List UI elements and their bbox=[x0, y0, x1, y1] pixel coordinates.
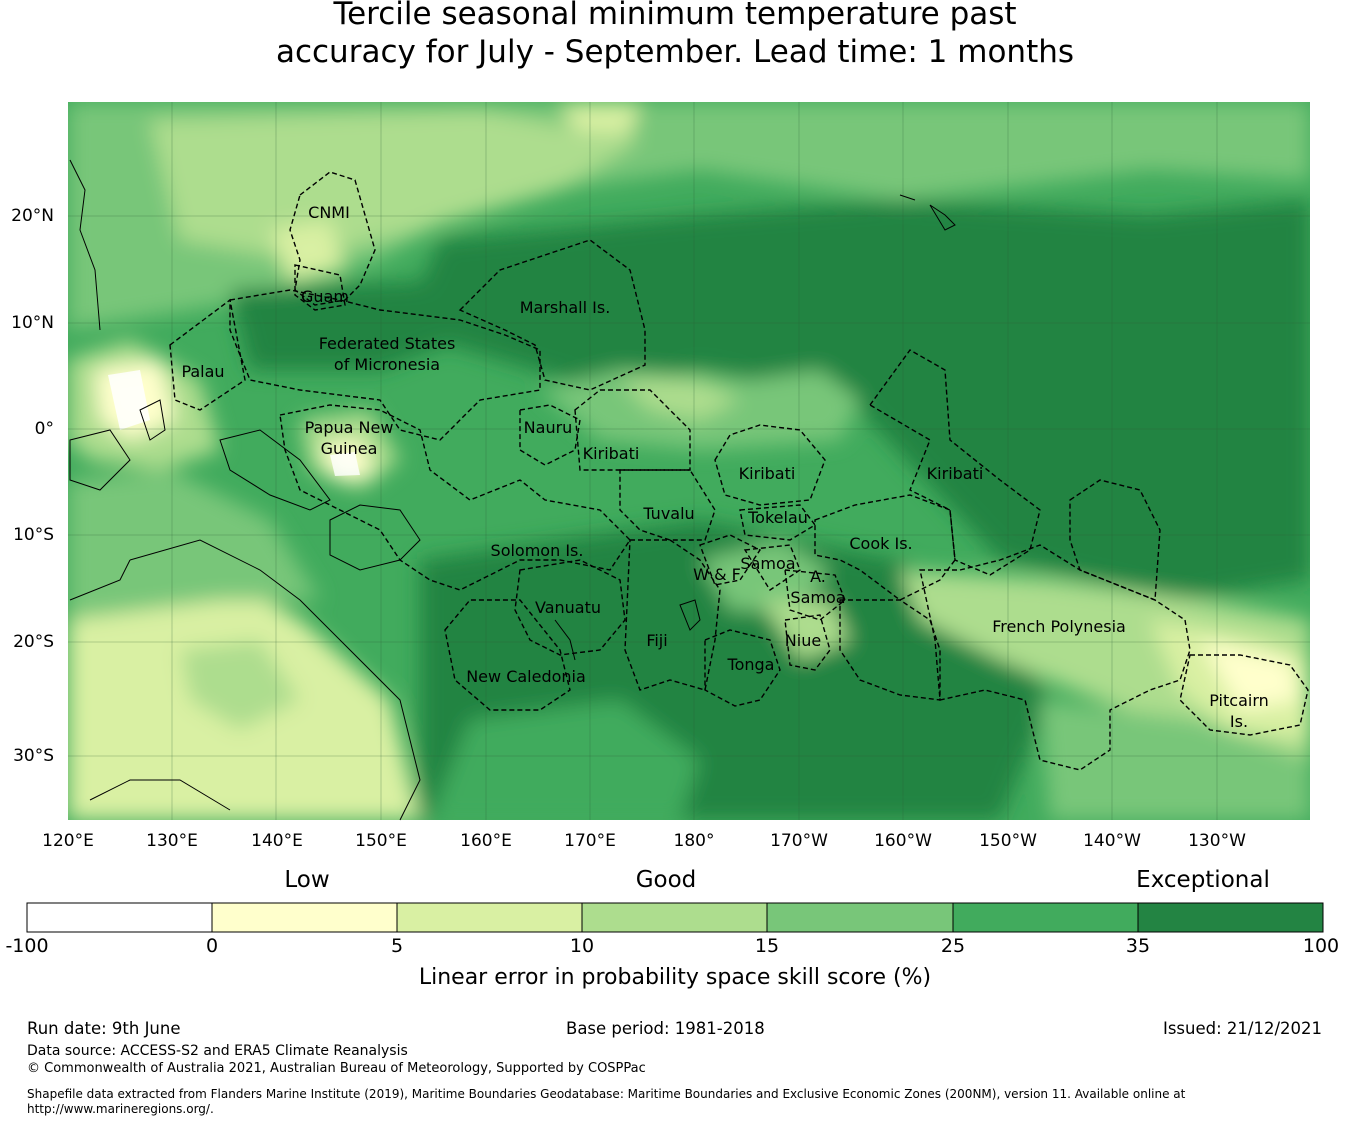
region-label-vanuatu: Vanuatu bbox=[535, 598, 601, 617]
lon-label: 140°E bbox=[251, 831, 303, 851]
region-label-png-line2: Guinea bbox=[321, 439, 378, 458]
lon-label: 160°W bbox=[874, 831, 932, 851]
lon-label: 170°E bbox=[564, 831, 616, 851]
region-label-tonga: Tonga bbox=[727, 655, 775, 674]
colorbar-heading-exceptional: Exceptional bbox=[1136, 867, 1270, 893]
region-label-kiribati-east: Kiribati bbox=[927, 464, 984, 483]
base-period: Base period: 1981-2018 bbox=[566, 1019, 765, 1038]
lat-label: 20°S bbox=[13, 632, 54, 652]
lon-label: 180° bbox=[673, 831, 715, 851]
colorbar-segment bbox=[212, 903, 397, 932]
lat-label: 30°S bbox=[13, 746, 54, 766]
lat-label: 10°S bbox=[13, 525, 54, 545]
region-label-american-samoa-line2: Samoa bbox=[790, 588, 845, 607]
region-label-guam: Guam bbox=[301, 287, 349, 306]
lat-label: 0° bbox=[34, 419, 54, 439]
region-label-cook-is: Cook Is. bbox=[849, 534, 912, 553]
colorbar-tick: 5 bbox=[390, 935, 404, 957]
colorbar-heading-low: Low bbox=[284, 867, 330, 893]
region-label-pitcairn-line2: Is. bbox=[1230, 712, 1248, 731]
issued-date: Issued: 21/12/2021 bbox=[1162, 1019, 1322, 1038]
region-label-kiribati-central: Kiribati bbox=[739, 464, 796, 483]
region-label-niue: Niue bbox=[785, 631, 821, 650]
region-label-fiji: Fiji bbox=[646, 631, 667, 650]
colorbar-tick: 100 bbox=[1302, 935, 1340, 957]
region-label-marshall-is: Marshall Is. bbox=[520, 298, 611, 317]
region-label-png-line1: Papua New bbox=[305, 418, 394, 437]
map-title-line-2: accuracy for July - September. Lead time… bbox=[275, 34, 1075, 70]
colorbar-tick: 0 bbox=[205, 935, 219, 957]
region-label-pitcairn-line1: Pitcairn bbox=[1209, 691, 1269, 710]
colorbar-tick: 15 bbox=[754, 935, 780, 957]
colorbar-tick: 10 bbox=[569, 935, 595, 957]
shapefile-credit: Shapefile data extracted from Flanders M… bbox=[27, 1087, 1186, 1101]
lon-label: 140°W bbox=[1083, 831, 1141, 851]
region-label-kiribati-west: Kiribati bbox=[583, 444, 640, 463]
data-source: Data source: ACCESS-S2 and ERA5 Climate … bbox=[27, 1043, 408, 1059]
colorbar-tick: 25 bbox=[940, 935, 966, 957]
lat-label: 20°N bbox=[11, 206, 54, 226]
colorbar-heading-good: Good bbox=[635, 867, 697, 893]
lon-label: 170°W bbox=[770, 831, 828, 851]
colorbar-segment bbox=[582, 903, 767, 932]
region-label-fsm-line2: of Micronesia bbox=[334, 355, 440, 374]
lon-label: 150°W bbox=[979, 831, 1037, 851]
region-label-fsm-line1: Federated States bbox=[319, 334, 456, 353]
colorbar-tick: -100 bbox=[5, 935, 49, 957]
shapefile-credit-url[interactable]: http://www.marineregions.org/. bbox=[27, 1102, 214, 1116]
region-label-palau: Palau bbox=[181, 362, 224, 381]
region-label-wallis-futuna: W & F bbox=[693, 565, 741, 584]
eez-boundaries bbox=[169, 171, 1309, 771]
colorbar-tick: 35 bbox=[1125, 935, 1151, 957]
region-label-tuvalu: Tuvalu bbox=[642, 504, 694, 523]
region-label-solomon-is: Solomon Is. bbox=[491, 541, 584, 560]
region-label-tokelau: Tokelau bbox=[747, 508, 808, 527]
region-labels: CNMI Guam Marshall Is. Federated States … bbox=[181, 203, 1268, 731]
graticule bbox=[68, 102, 1310, 820]
lon-label: 120°E bbox=[42, 831, 94, 851]
lon-label: 150°E bbox=[355, 831, 407, 851]
region-label-american-samoa-line1: A. bbox=[810, 567, 826, 586]
copyright-notice: © Commonwealth of Australia 2021, Austra… bbox=[27, 1061, 646, 1076]
lat-label: 10°N bbox=[11, 313, 54, 333]
colorbar-segment bbox=[27, 903, 212, 932]
lon-label: 130°E bbox=[146, 831, 198, 851]
lon-label: 130°W bbox=[1188, 831, 1246, 851]
colorbar-label: Linear error in probability space skill … bbox=[418, 965, 932, 990]
region-label-cnmi: CNMI bbox=[308, 203, 350, 222]
region-label-nauru: Nauru bbox=[524, 418, 573, 437]
colorbar-segment bbox=[767, 903, 953, 932]
colorbar-segment bbox=[1138, 903, 1323, 932]
region-label-new-caledonia: New Caledonia bbox=[466, 667, 586, 686]
colorbar-segment bbox=[953, 903, 1138, 932]
lon-label: 160°E bbox=[460, 831, 512, 851]
colorbar bbox=[26, 902, 1324, 933]
colorbar-segment bbox=[397, 903, 582, 932]
run-date: Run date: 9th June bbox=[27, 1019, 181, 1038]
region-label-samoa: Samoa bbox=[740, 554, 795, 573]
skill-score-field bbox=[68, 102, 1310, 820]
region-label-french-polynesia: French Polynesia bbox=[992, 617, 1126, 636]
map-title-line-1: Tercile seasonal minimum temperature pas… bbox=[333, 0, 1017, 32]
